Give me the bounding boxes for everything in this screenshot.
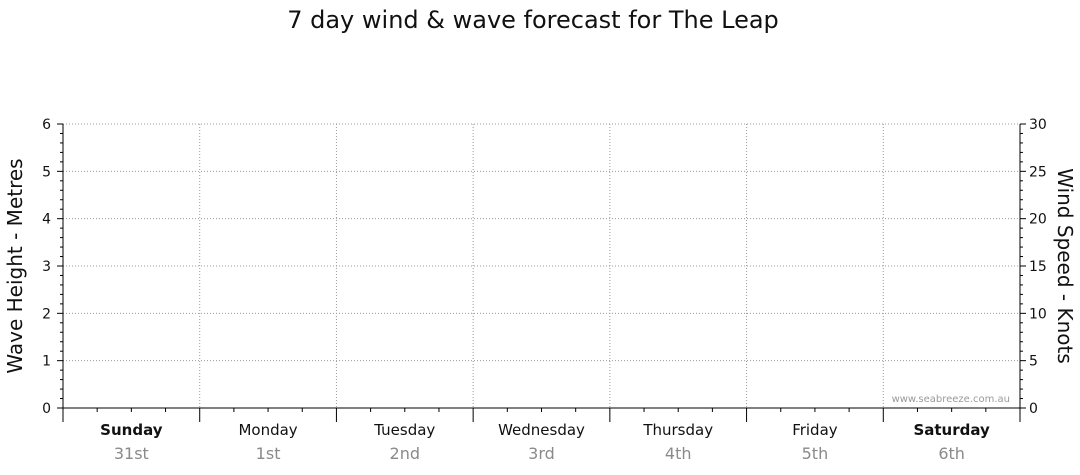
left-tick-label: 3 bbox=[42, 259, 51, 275]
day-name: Tuesday bbox=[373, 421, 435, 439]
day-date: 5th bbox=[802, 444, 829, 463]
day-date: 4th bbox=[665, 444, 692, 463]
left-tick-label: 4 bbox=[42, 212, 51, 228]
right-tick-label: 0 bbox=[1029, 401, 1038, 417]
right-axis-ticks: 0 5 10 15 20 25 30 bbox=[1020, 117, 1047, 417]
day-date: 6th bbox=[938, 444, 965, 463]
right-tick-label: 25 bbox=[1029, 164, 1047, 180]
axes bbox=[62, 124, 1021, 422]
right-tick-label: 5 bbox=[1029, 354, 1038, 370]
day-label-thursday: Thursday 4th bbox=[642, 421, 713, 463]
x-axis-ticks bbox=[62, 408, 1021, 422]
day-name: Sunday bbox=[100, 421, 163, 439]
day-label-tuesday: Tuesday 2nd bbox=[373, 421, 435, 463]
day-name: Monday bbox=[238, 421, 297, 439]
right-axis-title: Wind Speed - Knots bbox=[1053, 168, 1077, 364]
left-tick-label: 0 bbox=[42, 401, 51, 417]
right-tick-label: 10 bbox=[1029, 306, 1047, 322]
day-date: 1st bbox=[256, 444, 281, 463]
left-axis-ticks: 0 1 2 3 4 5 6 bbox=[42, 117, 63, 417]
day-label-friday: Friday 5th bbox=[792, 421, 838, 463]
day-name: Thursday bbox=[642, 421, 713, 439]
chart-title: 7 day wind & wave forecast for The Leap bbox=[287, 6, 779, 34]
day-name: Friday bbox=[792, 421, 838, 439]
day-label-sunday: Sunday 31st bbox=[100, 421, 163, 463]
left-axis-title: Wave Height - Metres bbox=[3, 158, 27, 373]
right-tick-label: 20 bbox=[1029, 212, 1047, 228]
day-name: Wednesday bbox=[498, 421, 585, 439]
grid bbox=[63, 123, 1021, 408]
left-tick-label: 2 bbox=[42, 306, 51, 322]
left-tick-label: 6 bbox=[42, 117, 51, 133]
day-label-wednesday: Wednesday 3rd bbox=[498, 421, 585, 463]
day-label-monday: Monday 1st bbox=[238, 421, 297, 463]
day-date: 3rd bbox=[528, 444, 555, 463]
left-tick-label: 1 bbox=[42, 354, 51, 370]
right-tick-label: 15 bbox=[1029, 259, 1047, 275]
day-label-saturday: Saturday 6th bbox=[913, 421, 990, 463]
right-tick-label: 30 bbox=[1029, 117, 1047, 133]
day-labels: Sunday 31st Monday 1st Tuesday 2nd Wednesday 3r… bbox=[100, 421, 990, 463]
left-tick-label: 5 bbox=[42, 164, 51, 180]
watermark: www.seabreeze.com.au bbox=[892, 394, 1010, 405]
day-name: Saturday bbox=[913, 421, 990, 439]
day-date: 31st bbox=[114, 444, 149, 463]
day-date: 2nd bbox=[390, 444, 420, 463]
